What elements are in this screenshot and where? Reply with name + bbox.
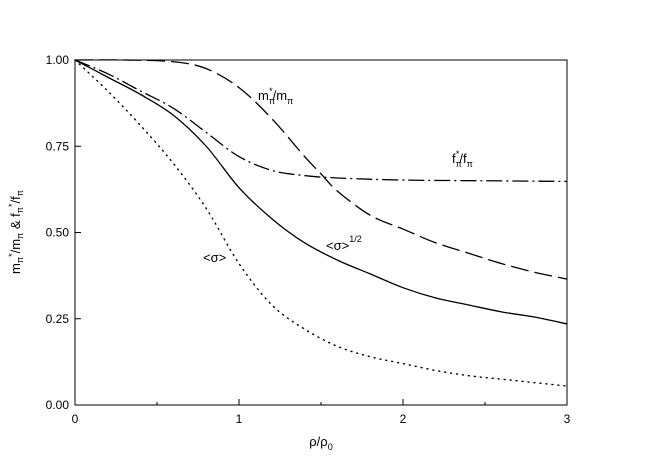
x-tick-label: 0 [72,412,79,426]
series-line-1 [74,59,568,183]
series-line-3 [74,59,568,387]
series-line-0 [74,59,568,280]
y-axis-label-m-star: * [7,253,17,257]
y-tick-label: 0.25 [46,312,70,326]
y-axis-label-m-den-sub: π [15,233,25,239]
y-axis-label-amp: & f [8,213,23,233]
x-tick-label: 2 [400,412,407,426]
y-axis-label-f-sub: π [15,207,25,213]
y-tick-label: 0.75 [46,139,70,153]
x-axis-label-rho: ρ/ρ [309,434,327,449]
y-axis-label-m-den: /m [8,239,23,253]
x-tick-label: 1 [236,412,243,426]
x-axis-label: ρ/ρ0 [309,434,332,452]
plot-frame [74,59,568,406]
y-axis-label-m: m [8,263,23,274]
annotation-sqrt-sigma: <σ>1/2 [326,234,362,253]
series-line-2 [74,59,568,325]
annotation-m-pi: mπ*/mπ [258,86,293,106]
x-axis-ticks: 0 1 2 3 [72,399,571,426]
annotation-sigma: <σ> [203,250,226,265]
y-axis-label-f-star: * [7,203,17,207]
y-tick-label: 0.00 [46,398,70,412]
x-tick-label: 3 [564,412,571,426]
y-tick-label: 1.00 [46,53,70,67]
y-axis-label-f-den: /f [8,196,23,204]
y-axis-label-f-den-sub: π [15,190,25,196]
y-axis-ticks: 0.00 0.25 0.50 0.75 1.00 [46,53,81,412]
y-tick-label: 0.50 [46,226,70,240]
y-axis-label-m-sub: π [15,257,25,263]
series-group [74,59,568,387]
x-axis-label-sub: 0 [328,442,333,452]
y-axis-label: mπ*/mπ & fπ*/fπ [7,190,25,274]
annotation-f-pi: fπ*/fπ [452,149,473,169]
